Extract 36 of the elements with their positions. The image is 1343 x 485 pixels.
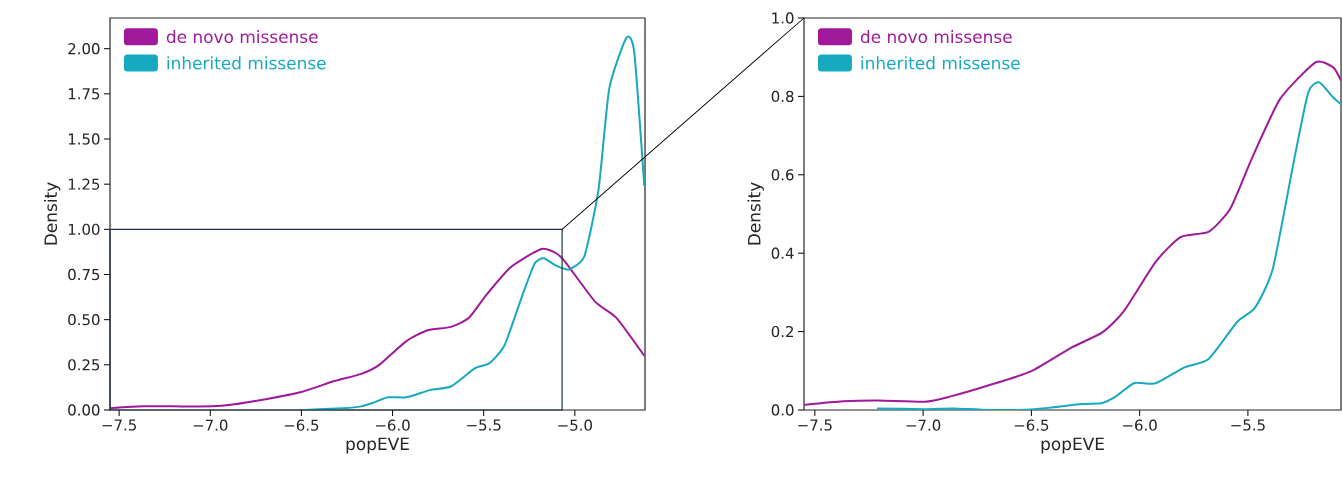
legend-label: de novo missense <box>860 30 1012 44</box>
y-tick-label: 0.50 <box>68 314 100 326</box>
y-tick-label: 1.00 <box>68 223 100 235</box>
y-tick-label: 1.75 <box>68 88 100 100</box>
x-tick-label: −6.5 <box>1014 419 1049 431</box>
line-series <box>875 81 1342 410</box>
y-tick-label: 0.4 <box>771 247 794 259</box>
y-tick-label: 2.00 <box>68 43 100 55</box>
y-tick-label: 0.00 <box>68 404 100 416</box>
legend-label: inherited missense <box>167 56 326 70</box>
y-axis-title: Density <box>747 182 764 245</box>
y-tick-label: 0.6 <box>771 169 794 181</box>
y-tick-label: 0.2 <box>771 325 793 338</box>
x-tick-label: −6.0 <box>1123 419 1157 431</box>
y-axis-title: Density <box>43 182 61 245</box>
x-tick-label: −7.0 <box>906 419 941 431</box>
legend-label: de novo missense <box>166 30 318 44</box>
x-tick-label: −6.5 <box>284 419 319 431</box>
x-axis-title: popEVE <box>346 437 409 454</box>
x-tick-label: −6.0 <box>375 419 410 431</box>
x-tick-label: −5.0 <box>558 419 592 431</box>
x-tick-label: −7.5 <box>798 419 832 431</box>
y-tick-label: 0.0 <box>771 404 794 416</box>
y-tick-label: 0.8 <box>771 90 794 103</box>
x-tick-label: −5.5 <box>1231 419 1265 431</box>
y-tick-label: 1.0 <box>772 12 794 24</box>
y-tick-label: 1.25 <box>68 178 100 190</box>
x-tick-label: −7.0 <box>193 419 228 431</box>
x-axis-title: popEVE <box>1041 437 1104 454</box>
y-tick-label: 1.50 <box>68 133 100 145</box>
y-tick-label: 0.75 <box>68 268 100 281</box>
legend-label: inherited missense <box>861 56 1020 70</box>
line-series <box>110 248 646 410</box>
y-tick-label: 0.25 <box>68 359 100 371</box>
x-tick-label: −5.5 <box>467 419 501 431</box>
x-tick-label: −7.5 <box>102 419 136 431</box>
